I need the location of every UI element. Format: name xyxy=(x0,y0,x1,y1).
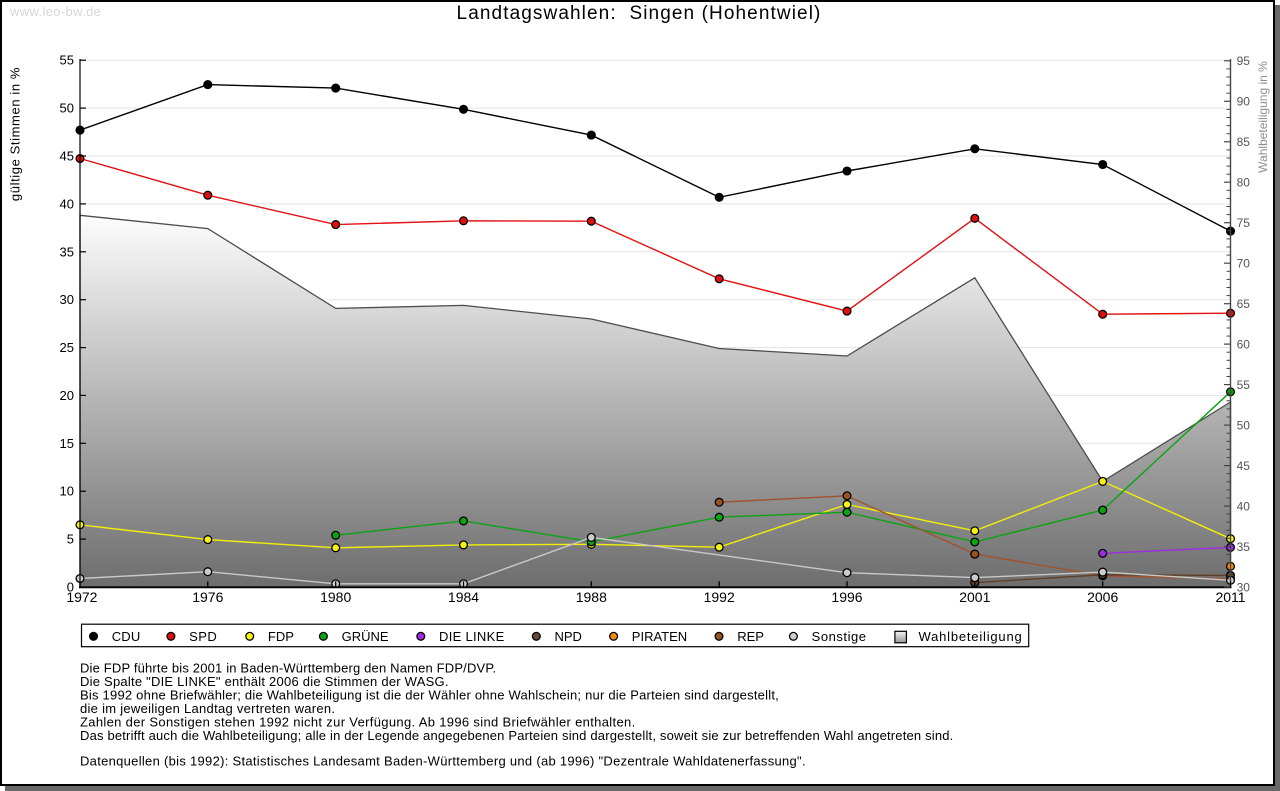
svg-text:Bis 1992 ohne Briefwähler; die: Bis 1992 ohne Briefwähler; die Wahlbetei… xyxy=(80,687,779,702)
svg-text:10: 10 xyxy=(60,484,74,499)
svg-text:40: 40 xyxy=(1237,499,1251,513)
svg-text:2011: 2011 xyxy=(1215,589,1245,605)
svg-text:1984: 1984 xyxy=(448,589,479,605)
svg-text:Wahlbeteiligung: Wahlbeteiligung xyxy=(919,629,1023,644)
svg-text:80: 80 xyxy=(1237,176,1251,190)
svg-text:50: 50 xyxy=(60,101,74,116)
svg-text:GRÜNE: GRÜNE xyxy=(342,629,389,644)
svg-text:Wahlbeteiligung in %: Wahlbeteiligung in % xyxy=(1256,61,1270,173)
svg-text:55: 55 xyxy=(60,53,74,68)
svg-text:REP: REP xyxy=(737,629,764,644)
svg-text:70: 70 xyxy=(1237,257,1251,271)
svg-text:Datenquellen (bis 1992): Stati: Datenquellen (bis 1992): Statistisches L… xyxy=(80,753,806,768)
svg-text:1992: 1992 xyxy=(704,589,735,605)
svg-text:65: 65 xyxy=(1237,297,1251,311)
svg-text:1980: 1980 xyxy=(320,589,351,605)
svg-text:Sonstige: Sonstige xyxy=(812,629,867,644)
svg-text:SPD: SPD xyxy=(189,629,217,644)
svg-text:1972: 1972 xyxy=(66,589,97,605)
svg-text:NPD: NPD xyxy=(555,629,582,644)
svg-text:15: 15 xyxy=(60,436,74,451)
svg-text:Landtagswahlen: Singen (Hohen: Landtagswahlen: Singen (Hohentwiel) xyxy=(457,3,822,24)
svg-text:Zahlen der Sonstigen stehen 19: Zahlen der Sonstigen stehen 1992 nicht z… xyxy=(80,714,636,729)
svg-text:50: 50 xyxy=(1237,418,1251,432)
svg-text:75: 75 xyxy=(1237,216,1251,230)
svg-text:CDU: CDU xyxy=(112,629,141,644)
svg-text:20: 20 xyxy=(60,388,74,403)
svg-text:85: 85 xyxy=(1237,135,1251,149)
svg-text:Das betrifft auch die Wahlbete: Das betrifft auch die Wahlbeteiligung; a… xyxy=(80,728,953,743)
svg-text:DIE LINKE: DIE LINKE xyxy=(439,629,505,644)
svg-text:Die FDP führte bis 2001 in Bad: Die FDP führte bis 2001 in Baden-Württem… xyxy=(80,660,496,675)
svg-text:2001: 2001 xyxy=(959,589,990,605)
svg-text:30: 30 xyxy=(1237,580,1251,594)
svg-text:35: 35 xyxy=(60,244,74,259)
svg-text:FDP: FDP xyxy=(268,629,294,644)
svg-text:0: 0 xyxy=(67,580,74,595)
svg-text:95: 95 xyxy=(1237,54,1251,68)
svg-text:90: 90 xyxy=(1237,95,1251,109)
svg-text:www.leo-bw.de: www.leo-bw.de xyxy=(9,4,101,19)
svg-text:Die Spalte "DIE LINKE" enthält: Die Spalte "DIE LINKE" enthält 2006 die … xyxy=(80,674,449,689)
svg-text:55: 55 xyxy=(1237,378,1251,392)
svg-text:45: 45 xyxy=(1237,459,1251,473)
svg-text:PIRATEN: PIRATEN xyxy=(632,629,687,644)
svg-text:40: 40 xyxy=(60,196,74,211)
svg-text:25: 25 xyxy=(60,340,74,355)
svg-text:gültige Stimmen in %: gültige Stimmen in % xyxy=(7,67,22,201)
svg-text:60: 60 xyxy=(1237,337,1251,351)
svg-text:5: 5 xyxy=(67,532,74,547)
svg-text:die im jeweiligen Landtag vert: die im jeweiligen Landtag vertreten ware… xyxy=(80,701,335,716)
svg-text:30: 30 xyxy=(60,292,74,307)
svg-text:1976: 1976 xyxy=(192,589,223,605)
svg-text:1996: 1996 xyxy=(831,589,862,605)
svg-text:2006: 2006 xyxy=(1087,589,1118,605)
svg-text:45: 45 xyxy=(60,149,74,164)
svg-text:35: 35 xyxy=(1237,540,1251,554)
svg-text:1988: 1988 xyxy=(576,589,607,605)
